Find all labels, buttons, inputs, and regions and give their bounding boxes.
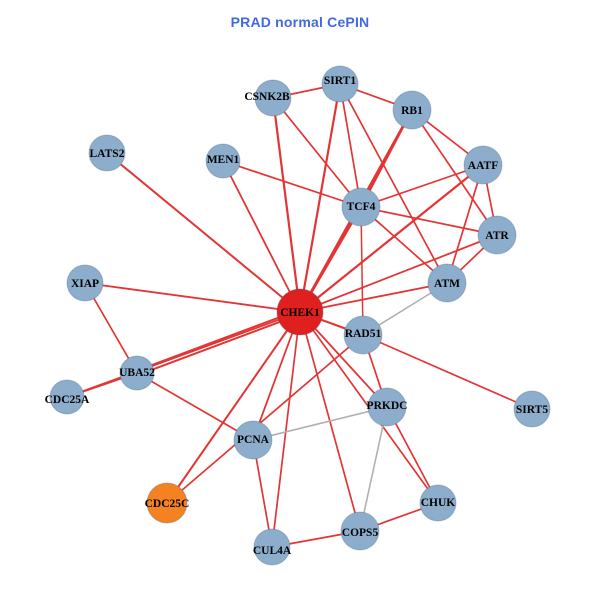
node-label-CDC25A: CDC25A: [45, 394, 90, 406]
node-RAD51: [343, 315, 383, 355]
edge-CHEK1-XIAP: [84, 282, 301, 313]
node-label-MEN1: MEN1: [207, 154, 240, 166]
edge-CHEK1-ATM: [299, 282, 448, 313]
node-SIRT5: [513, 390, 551, 428]
edge-CHEK1-ATR: [299, 234, 498, 313]
edge-CSNK2B-TCF4: [272, 97, 362, 208]
edge-CHEK1-UBA52: [135, 308, 301, 372]
edge-RB1-ATR: [411, 109, 498, 236]
node-RB1: [392, 90, 432, 130]
node-label-CSNK2B: CSNK2B: [244, 91, 290, 103]
edge-RAD51-CDC25C: [166, 334, 364, 504]
edge-PRKDC-COPS5: [359, 406, 388, 532]
edge-CHEK1-LATS2: [106, 152, 301, 313]
node-XIAP: [66, 264, 104, 302]
edge-CHEK1-UBA52: [136, 313, 302, 377]
node-ATM: [427, 263, 467, 303]
edge-RAD51-SIRT5: [362, 334, 533, 410]
node-label-CUL4A: CUL4A: [253, 545, 292, 557]
node-COPS5: [340, 511, 380, 551]
node-label-CHEK1: CHEK1: [280, 307, 320, 319]
node-label-COPS5: COPS5: [342, 527, 379, 539]
node-AATF: [463, 145, 503, 185]
edge-TCF4-RAD51: [360, 206, 364, 336]
node-ATR: [477, 215, 517, 255]
edge-AATF-TCF4: [360, 164, 484, 208]
chart-title: PRAD normal CePIN: [230, 14, 370, 30]
node-CUL4A: [253, 528, 291, 566]
node-label-UBA52: UBA52: [119, 367, 155, 379]
node-CDC25A: [49, 379, 85, 415]
edge-CHEK1-CSNK2B: [271, 96, 302, 314]
node-PRKDC: [367, 387, 407, 427]
node-UBA52: [119, 355, 155, 391]
node-LATS2: [88, 134, 126, 172]
node-label-SIRT5: SIRT5: [516, 404, 548, 416]
node-label-PRKDC: PRKDC: [367, 400, 408, 412]
edge-SIRT1-ATM: [339, 83, 448, 284]
node-label-SIRT1: SIRT1: [324, 75, 356, 87]
edge-CHEK1-CDC25C: [166, 311, 301, 504]
node-CHUK: [419, 484, 457, 522]
node-label-LATS2: LATS2: [90, 148, 125, 160]
label-layer: CSNK2B SIRT1 RB1 LATS2 MEN1 AATF TCF4 ATR XIAP AT…: [45, 75, 549, 557]
edge-PCNA-PRKDC: [252, 406, 388, 441]
node-label-RB1: RB1: [401, 105, 423, 117]
edge-UBA52-PCNA: [136, 372, 254, 441]
edge-MEN1-TCF4: [222, 160, 362, 208]
edge-CHEK1-SIRT1: [298, 82, 342, 314]
node-label-ATM: ATM: [434, 278, 460, 290]
node-label-CHUK: CHUK: [421, 497, 456, 509]
node-CSNK2B: [254, 79, 292, 117]
edge-SIRT1-TCF4: [339, 83, 362, 208]
edge-CHEK1-MEN1: [222, 160, 301, 313]
edge-CHEK1-AATF: [298, 163, 485, 314]
node-label-ATR: ATR: [485, 230, 509, 242]
node-label-XIAP: XIAP: [71, 278, 99, 290]
node-label-CDC25C: CDC25C: [145, 498, 190, 510]
edge-TCF4-ATM: [360, 206, 448, 284]
node-TCF4: [341, 187, 381, 227]
node-CHEK1: [276, 288, 324, 336]
edge-AATF-ATM: [446, 164, 484, 284]
node-layer: [49, 65, 551, 566]
node-MEN1: [205, 143, 241, 179]
node-label-TCF4: TCF4: [347, 201, 376, 213]
edge-ATR-TCF4: [360, 206, 498, 236]
edge-CHEK1-CUL4A: [271, 311, 301, 548]
node-SIRT1: [321, 65, 359, 103]
node-label-AATF: AATF: [468, 160, 498, 172]
node-CDC25C: [146, 482, 188, 524]
node-PCNA: [233, 420, 273, 460]
node-label-RAD51: RAD51: [345, 328, 382, 340]
node-label-PCNA: PCNA: [237, 434, 270, 446]
